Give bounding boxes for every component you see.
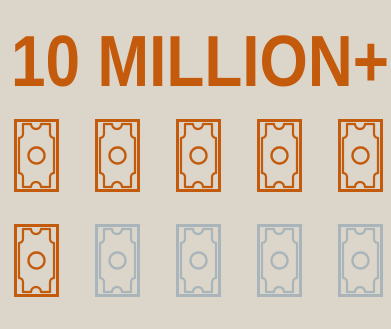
banknote-icon-graphic (14, 119, 59, 192)
banknote-icon (14, 119, 59, 192)
banknote-icon-graphic (338, 119, 383, 192)
banknote-icon (176, 224, 221, 297)
headline-text: 10 MILLION+ (11, 22, 389, 100)
banknote-icon-graphic (95, 119, 140, 192)
banknote-icon (14, 224, 59, 297)
banknote-icon-array (14, 119, 391, 309)
banknote-icon-graphic (176, 224, 221, 297)
banknote-icon (338, 224, 383, 297)
banknote-icon (257, 119, 302, 192)
banknote-icon (338, 119, 383, 192)
banknote-icon (257, 224, 302, 297)
banknote-icon (176, 119, 221, 192)
banknote-icon-graphic (257, 224, 302, 297)
banknote-icon (95, 119, 140, 192)
banknote-icon (95, 224, 140, 297)
banknote-icon-graphic (338, 224, 383, 297)
headline-graphic: 10 MILLION+ (11, 22, 389, 100)
banknote-icon-graphic (176, 119, 221, 192)
banknote-icon-graphic (95, 224, 140, 297)
headline: 10 MILLION+ (0, 0, 391, 100)
banknote-icon-graphic (14, 224, 59, 297)
banknote-icon-graphic (257, 119, 302, 192)
